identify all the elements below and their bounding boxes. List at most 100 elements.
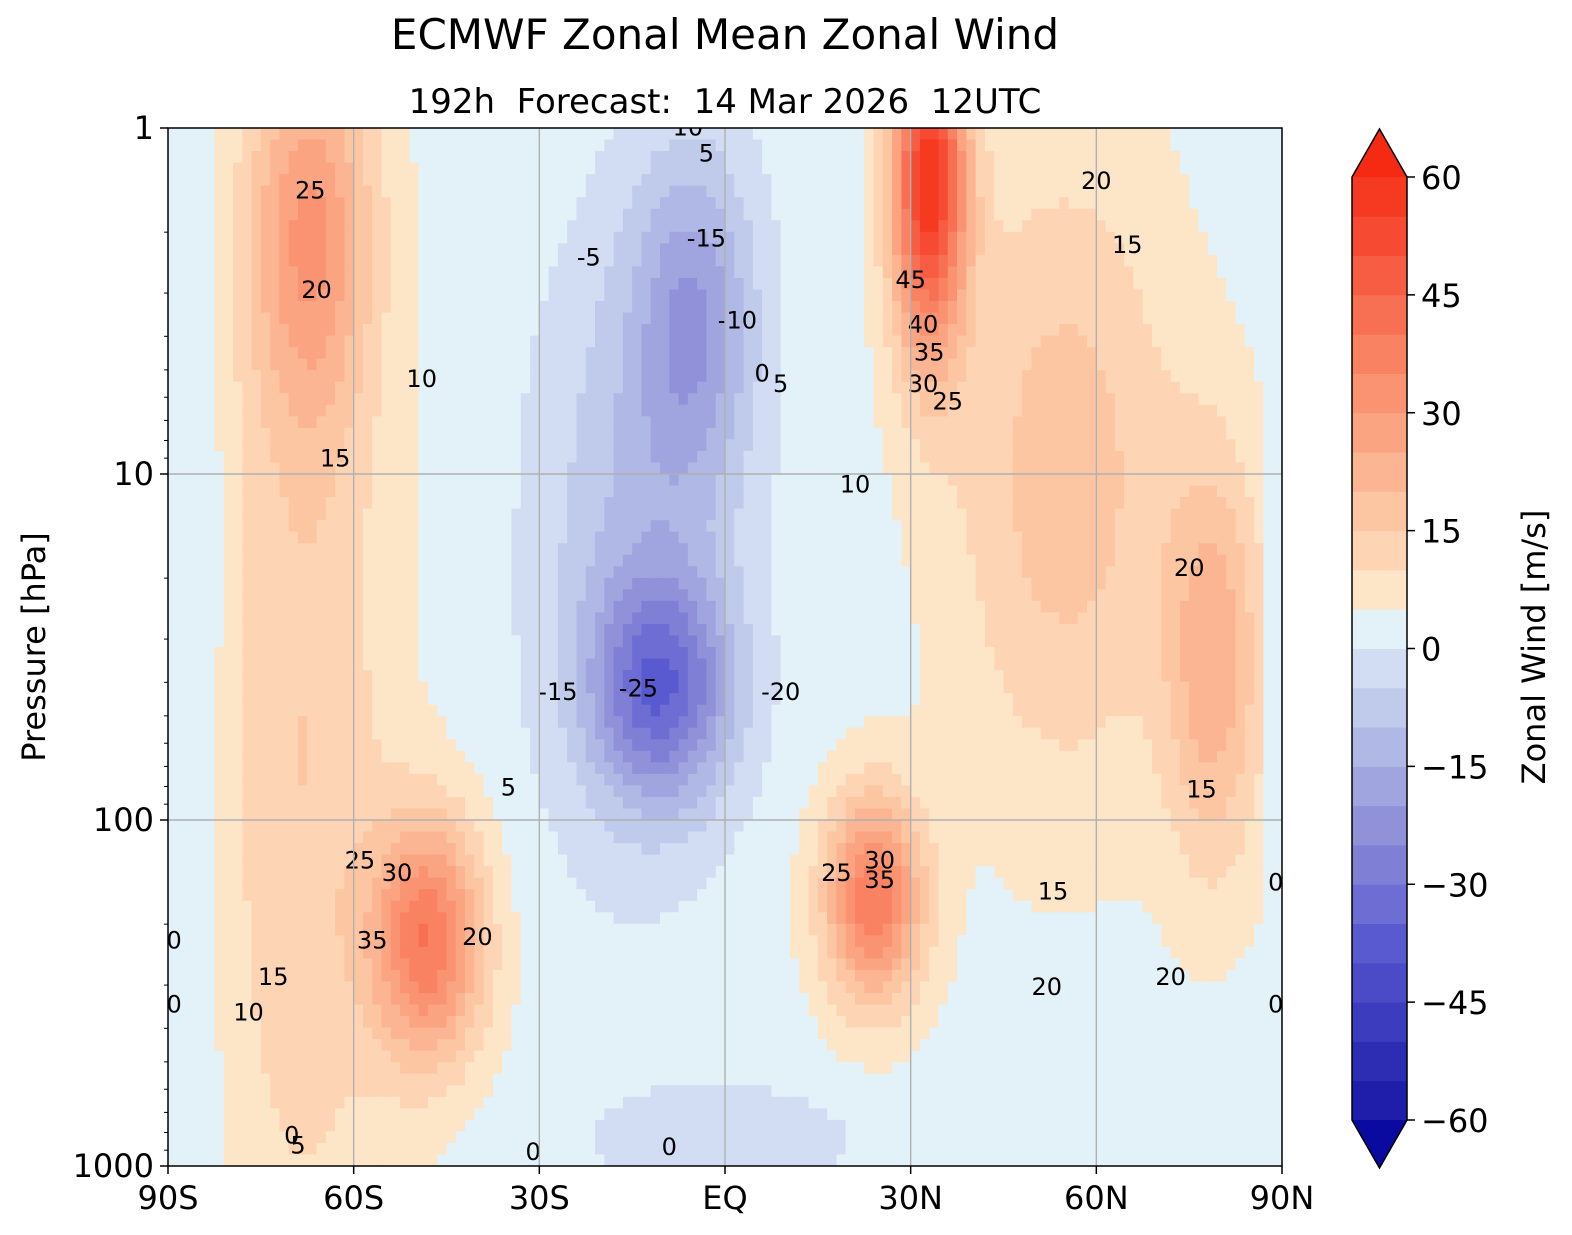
- field-cell: [362, 174, 373, 187]
- field-cell: [511, 439, 522, 452]
- field-cell: [604, 727, 615, 740]
- field-cell: [437, 866, 448, 879]
- field-cell: [335, 370, 345, 383]
- field-cell: [520, 889, 531, 902]
- field-cell: [214, 174, 225, 187]
- field-cell: [260, 231, 271, 244]
- field-cell: [362, 266, 373, 279]
- field-cell: [557, 220, 568, 233]
- field-cell: [576, 370, 587, 383]
- field-cell: [622, 220, 633, 233]
- field-cell: [279, 185, 290, 198]
- field-cell: [390, 612, 401, 625]
- field-cell: [632, 808, 643, 821]
- field-cell: [437, 416, 448, 429]
- field-cell: [622, 612, 633, 625]
- field-cell: [232, 531, 243, 544]
- field-cell: [455, 889, 466, 902]
- field-cell: [205, 843, 216, 856]
- field-cell: [641, 474, 652, 487]
- field-cell: [427, 128, 438, 141]
- field-cell: [604, 358, 615, 371]
- field-cell: [613, 1131, 624, 1144]
- field-cell: [483, 716, 494, 729]
- field-cell: [214, 485, 225, 498]
- field-cell: [604, 843, 615, 856]
- field-cell: [437, 1004, 448, 1017]
- field-cell: [372, 1154, 383, 1166]
- field-cell: [205, 151, 216, 164]
- field-cell: [678, 347, 689, 360]
- field-cell: [307, 347, 318, 360]
- field-cell: [297, 739, 308, 752]
- field-cell: [446, 508, 457, 521]
- field-cell: [177, 727, 188, 740]
- field-cell: [195, 866, 206, 879]
- field-cell: [511, 843, 522, 856]
- field-cell: [641, 900, 652, 913]
- field-cell: [530, 600, 540, 613]
- field-cell: [177, 808, 188, 821]
- field-cell: [576, 612, 587, 625]
- field-cell: [223, 1027, 234, 1040]
- field-cell: [251, 128, 262, 141]
- field-cell: [502, 981, 513, 994]
- field-cell: [242, 1142, 253, 1156]
- field-cell: [437, 243, 448, 256]
- field-cell: [539, 231, 550, 244]
- field-cell: [576, 347, 587, 360]
- field-cell: [297, 1016, 308, 1029]
- field-cell: [446, 277, 457, 291]
- field-cell: [372, 981, 383, 994]
- field-cell: [427, 566, 438, 579]
- field-cell: [669, 693, 680, 706]
- field-cell: [400, 704, 410, 717]
- field-cell: [595, 600, 605, 613]
- field-cell: [409, 185, 420, 198]
- field-cell: [502, 450, 513, 464]
- field-cell: [539, 785, 550, 798]
- field-cell: [502, 877, 513, 890]
- field-cell: [446, 231, 457, 244]
- field-cell: [279, 485, 290, 498]
- field-cell: [483, 370, 494, 383]
- field-cell: [381, 128, 392, 141]
- field-cell: [307, 647, 318, 660]
- field-cell: [483, 854, 494, 867]
- field-cell: [641, 151, 652, 164]
- field-cell: [585, 716, 596, 729]
- field-cell: [595, 727, 605, 740]
- field-cell: [437, 600, 448, 613]
- field-cell: [353, 889, 364, 902]
- field-cell: [622, 1062, 633, 1075]
- field-cell: [669, 554, 680, 567]
- field-cell: [446, 681, 457, 694]
- field-cell: [195, 450, 206, 464]
- field-cell: [353, 589, 364, 602]
- field-cell: [632, 151, 643, 164]
- field-cell: [660, 566, 670, 579]
- field-cell: [223, 358, 234, 371]
- field-cell: [641, 877, 652, 890]
- field-cell: [325, 589, 336, 602]
- field-cell: [195, 416, 206, 429]
- field-cell: [344, 854, 355, 867]
- field-cell: [557, 843, 568, 856]
- field-cell: [465, 416, 475, 429]
- field-cell: [186, 670, 197, 683]
- field-cell: [502, 831, 513, 844]
- field-cell: [465, 762, 475, 775]
- field-cell: [307, 577, 318, 590]
- field-cell: [205, 704, 216, 717]
- field-cell: [390, 162, 401, 175]
- field-cell: [492, 174, 503, 187]
- field-cell: [465, 162, 475, 175]
- field-cell: [335, 1027, 345, 1040]
- field-cell: [205, 358, 216, 371]
- field-cell: [260, 889, 271, 902]
- field-cell: [251, 301, 262, 314]
- field-cell: [632, 497, 643, 510]
- field-cell: [297, 474, 308, 487]
- field-cell: [232, 796, 243, 810]
- field-cell: [595, 128, 605, 141]
